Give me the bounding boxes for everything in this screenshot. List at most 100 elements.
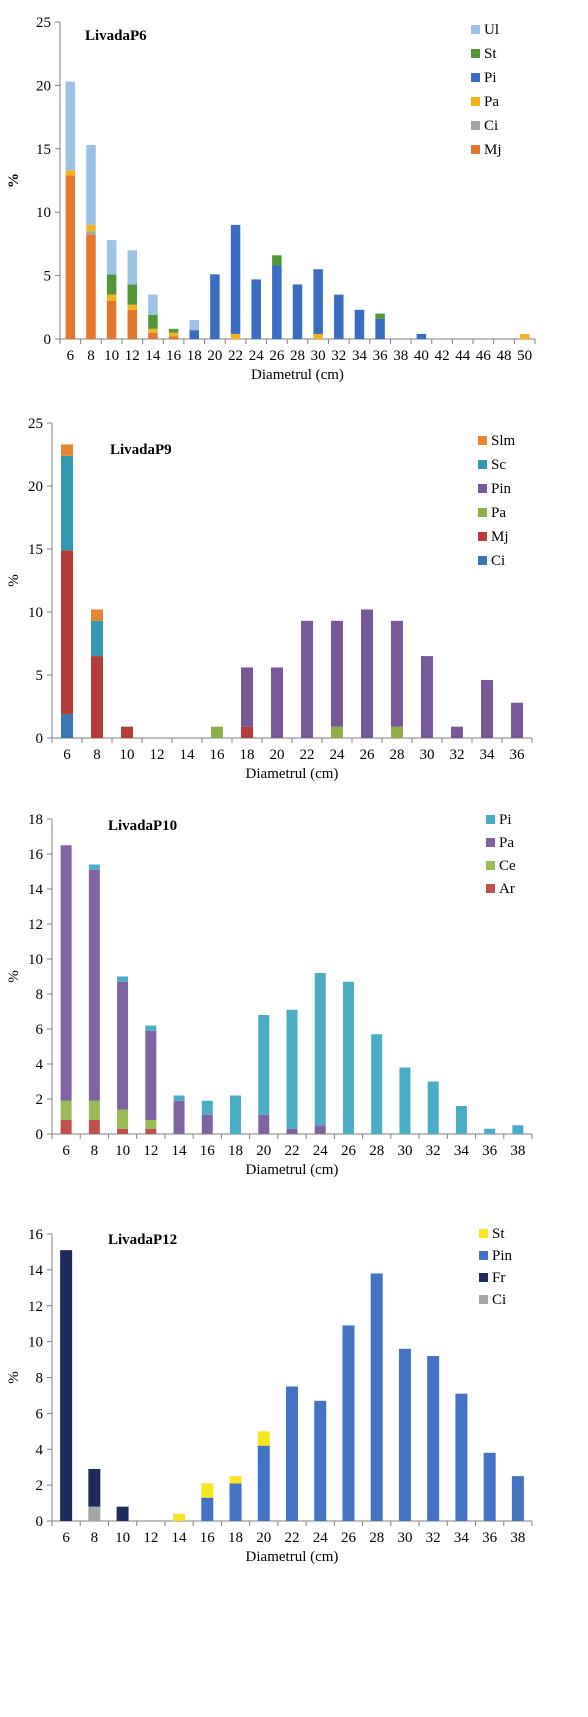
chart-1: 0 5 10 15 20 25 6 8 10 12 14 16 18 20 22 24 26 28 30 32 34 36… bbox=[6, 416, 533, 782]
bar-segment-pi bbox=[313, 269, 323, 334]
bar-segment-ce bbox=[145, 1120, 157, 1129]
bar-segment-ar bbox=[145, 1128, 157, 1134]
legend-label-ci: Ci bbox=[491, 553, 505, 569]
x-tick-label: 6 bbox=[63, 747, 71, 763]
bar-segment-st bbox=[106, 274, 117, 295]
y-tick-label: 5 bbox=[44, 269, 52, 285]
y-axis-label: % bbox=[6, 1371, 22, 1384]
x-axis-label: Diametrul (cm) bbox=[251, 367, 344, 383]
legend-label-pin: Pin bbox=[492, 1248, 513, 1264]
x-tick-label: 26 bbox=[341, 1143, 357, 1159]
bar-segment-st bbox=[257, 1431, 270, 1446]
legend-swatch-ul bbox=[471, 25, 480, 34]
y-axis-label: % bbox=[6, 970, 22, 983]
x-tick-label: 18 bbox=[187, 348, 202, 364]
x-tick-label: 12 bbox=[125, 348, 140, 364]
bar-segment-pa bbox=[86, 224, 96, 232]
bar-segment-ci bbox=[86, 231, 96, 236]
legend-label-pi: Pi bbox=[484, 70, 497, 86]
bar-segment-ul bbox=[127, 250, 138, 285]
x-tick-label: 18 bbox=[228, 1530, 243, 1546]
bar-segment-pin bbox=[342, 1325, 355, 1521]
x-axis-label: Diametrul (cm) bbox=[246, 1162, 339, 1178]
bar-segment-pi bbox=[342, 981, 354, 1134]
legend-label-ce: Ce bbox=[499, 858, 516, 874]
x-tick-label: 30 bbox=[397, 1530, 412, 1546]
y-tick-label: 2 bbox=[36, 1478, 44, 1494]
legend-swatch-mj bbox=[478, 532, 487, 541]
y-tick-label: 15 bbox=[28, 542, 43, 558]
bar-segment-pi bbox=[230, 1095, 242, 1134]
legend-swatch-ci bbox=[471, 121, 480, 130]
legend-label-pa: Pa bbox=[499, 835, 514, 851]
bar-segment-pa bbox=[313, 333, 323, 339]
legend-swatch-fr bbox=[479, 1273, 488, 1282]
bar-segment-pin bbox=[314, 1400, 327, 1521]
y-tick-label: 15 bbox=[36, 142, 51, 158]
x-tick-label: 16 bbox=[166, 348, 182, 364]
x-tick-label: 32 bbox=[450, 747, 465, 763]
x-tick-label: 14 bbox=[172, 1530, 188, 1546]
x-tick-label: 8 bbox=[91, 1530, 99, 1546]
bar-segment-ce bbox=[60, 1100, 72, 1120]
x-tick-label: 24 bbox=[330, 747, 346, 763]
bar-segment-pi bbox=[512, 1125, 524, 1134]
bar-segment-pin bbox=[511, 1476, 524, 1521]
x-tick-label: 22 bbox=[300, 747, 315, 763]
bar-segment-fr bbox=[88, 1468, 101, 1507]
bar-segment-pi bbox=[354, 309, 365, 339]
bar-segment-ce bbox=[117, 1109, 129, 1129]
bar-segment-st bbox=[201, 1483, 214, 1498]
bar-segment-pin bbox=[370, 1273, 383, 1521]
bar-segment-st bbox=[127, 284, 138, 305]
bar-segment-pin bbox=[483, 1452, 496, 1521]
bar-segment-ul bbox=[189, 319, 199, 331]
x-tick-label: 30 bbox=[420, 747, 435, 763]
bar-segment-pin bbox=[331, 620, 343, 727]
bar-segment-pa bbox=[106, 294, 117, 301]
x-tick-label: 16 bbox=[210, 747, 226, 763]
x-tick-label: 38 bbox=[393, 348, 408, 364]
bar-segment-mj bbox=[168, 336, 179, 339]
legend-label-pa: Pa bbox=[484, 94, 499, 110]
bar-segment-pi bbox=[484, 1128, 496, 1134]
bar-segment-pi bbox=[117, 976, 129, 982]
y-axis-label: % bbox=[6, 173, 22, 188]
legend-label-ci: Ci bbox=[484, 118, 498, 134]
bar-segment-ul bbox=[86, 144, 96, 225]
bar-segment-pa bbox=[331, 726, 343, 738]
x-tick-label: 8 bbox=[91, 1143, 99, 1159]
bar-segment-pi bbox=[258, 1015, 270, 1115]
bar-segment-pin bbox=[257, 1445, 270, 1521]
bar-segment-pa bbox=[258, 1114, 270, 1134]
bar-segment-pi bbox=[371, 1034, 383, 1134]
chart-title: LivadaP12 bbox=[108, 1232, 177, 1248]
bar-segment-st bbox=[229, 1476, 242, 1484]
y-tick-label: 0 bbox=[36, 1514, 44, 1530]
legend-swatch-ar bbox=[486, 884, 495, 893]
x-tick-label: 28 bbox=[290, 348, 305, 364]
bar-segment-pin bbox=[427, 1355, 440, 1521]
bar-segment-pin bbox=[398, 1348, 411, 1521]
bar-segment-pin bbox=[455, 1393, 468, 1521]
bar-segment-pa bbox=[230, 333, 241, 339]
bar-segment-pi bbox=[427, 1081, 439, 1134]
y-tick-label: 16 bbox=[28, 1227, 44, 1243]
bar-segment-pa bbox=[519, 333, 530, 339]
bar-segment-pi bbox=[286, 1009, 298, 1129]
x-tick-label: 22 bbox=[285, 1143, 300, 1159]
x-tick-label: 14 bbox=[172, 1143, 188, 1159]
y-tick-label: 14 bbox=[28, 882, 44, 898]
x-tick-label: 16 bbox=[200, 1143, 216, 1159]
bar-segment-ar bbox=[88, 1120, 100, 1134]
y-tick-label: 16 bbox=[28, 847, 44, 863]
bar-segment-ci bbox=[61, 714, 73, 738]
bar-segment-pin bbox=[481, 680, 493, 738]
x-tick-label: 12 bbox=[150, 747, 165, 763]
y-tick-label: 6 bbox=[36, 1022, 44, 1038]
y-tick-label: 10 bbox=[28, 1335, 43, 1351]
x-tick-label: 48 bbox=[497, 348, 512, 364]
legend-label-ul: Ul bbox=[484, 22, 499, 38]
y-tick-label: 6 bbox=[36, 1406, 44, 1422]
